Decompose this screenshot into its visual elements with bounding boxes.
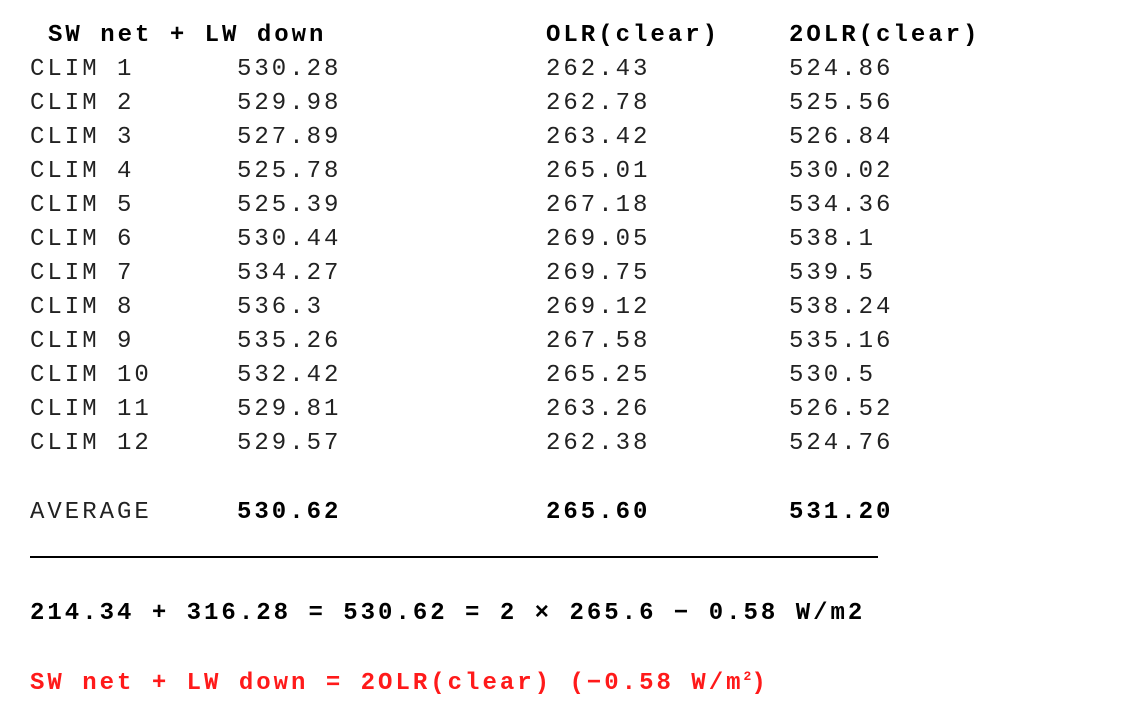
row-label: CLIM 2 [30, 90, 135, 117]
cell: 526.84 [789, 124, 894, 151]
cell: 539.5 [789, 260, 877, 287]
average-value: 265.60 [546, 499, 651, 526]
conclusion-end: ) [751, 670, 769, 697]
row-label: CLIM 10 [30, 362, 152, 389]
conclusion: SW net + LW down = 2OLR(clear) (−0.58 W/… [30, 667, 769, 701]
row-label: CLIM 3 [30, 124, 135, 151]
equation: 214.34 + 316.28 = 530.62 = 2 × 265.6 − 0… [30, 600, 866, 627]
cell: 538.1 [789, 226, 877, 253]
cell: 534.27 [237, 260, 342, 287]
column-header: OLR(clear) [546, 22, 721, 49]
cell: 529.81 [237, 396, 342, 423]
cell: 269.05 [546, 226, 651, 253]
cell: 263.26 [546, 396, 651, 423]
row-label: CLIM 4 [30, 158, 135, 185]
row-label: CLIM 9 [30, 328, 135, 355]
cell: 524.76 [789, 430, 894, 457]
cell: 534.36 [789, 192, 894, 219]
cell: 530.02 [789, 158, 894, 185]
row-label: CLIM 5 [30, 192, 135, 219]
column-header: SW net + LW down [48, 22, 327, 49]
row-label: CLIM 12 [30, 430, 152, 457]
cell: 525.78 [237, 158, 342, 185]
cell: 267.58 [546, 328, 651, 355]
cell: 267.18 [546, 192, 651, 219]
row-label: CLIM 6 [30, 226, 135, 253]
cell: 538.24 [789, 294, 894, 321]
cell: 262.43 [546, 56, 651, 83]
cell: 530.5 [789, 362, 877, 389]
row-label: CLIM 8 [30, 294, 135, 321]
superscript: 2 [743, 669, 752, 684]
cell: 269.12 [546, 294, 651, 321]
cell: 525.56 [789, 90, 894, 117]
cell: 535.26 [237, 328, 342, 355]
average-label: AVERAGE [30, 499, 152, 526]
cell: 269.75 [546, 260, 651, 287]
cell: 529.98 [237, 90, 342, 117]
cell: 529.57 [237, 430, 342, 457]
cell: 526.52 [789, 396, 894, 423]
cell: 265.01 [546, 158, 651, 185]
row-label: CLIM 11 [30, 396, 152, 423]
conclusion-text: SW net + LW down = 2OLR(clear) (−0.58 W/… [30, 670, 744, 697]
column-header: 2OLR(clear) [789, 22, 981, 49]
row-label: CLIM 7 [30, 260, 135, 287]
average-value: 530.62 [237, 499, 342, 526]
cell: 262.38 [546, 430, 651, 457]
cell: 530.28 [237, 56, 342, 83]
cell: 262.78 [546, 90, 651, 117]
cell: 525.39 [237, 192, 342, 219]
average-value: 531.20 [789, 499, 894, 526]
cell: 536.3 [237, 294, 325, 321]
cell: 524.86 [789, 56, 894, 83]
cell: 527.89 [237, 124, 342, 151]
cell: 530.44 [237, 226, 342, 253]
cell: 265.25 [546, 362, 651, 389]
separator-line [30, 556, 878, 558]
row-label: CLIM 1 [30, 56, 135, 83]
cell: 535.16 [789, 328, 894, 355]
cell: 263.42 [546, 124, 651, 151]
cell: 532.42 [237, 362, 342, 389]
